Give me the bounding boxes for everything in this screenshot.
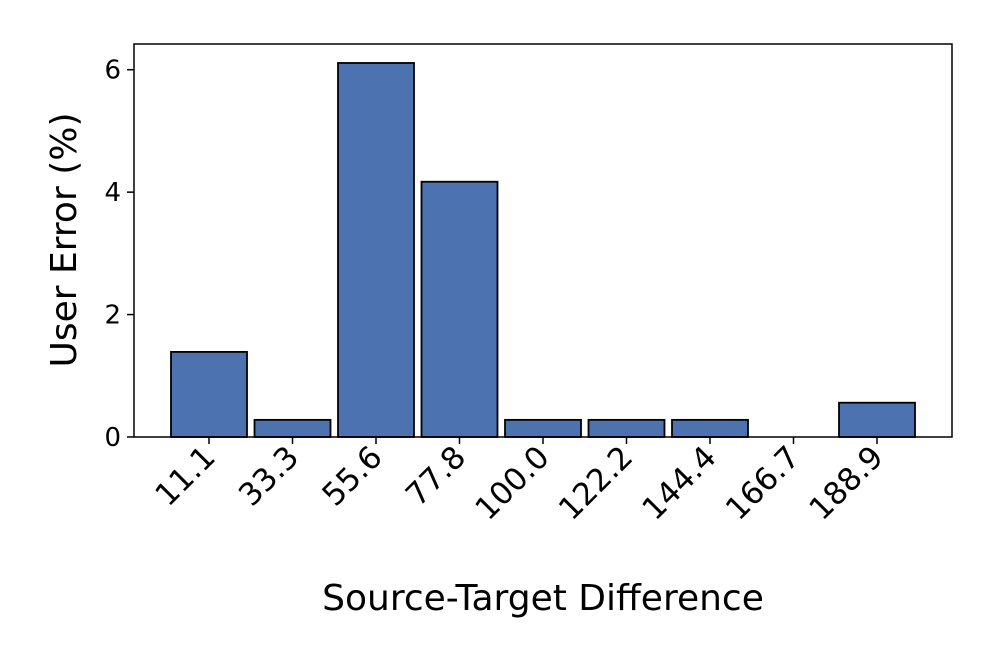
- x-tick-label: 33.3: [232, 439, 306, 513]
- y-tick-label: 4: [104, 178, 121, 208]
- x-tick-label: 144.4: [635, 439, 723, 527]
- bar: [587, 418, 666, 438]
- x-tick-label: 166.7: [719, 439, 807, 527]
- plot-frame: [133, 43, 953, 438]
- bar: [671, 418, 749, 438]
- bar: [420, 180, 499, 438]
- bar: [337, 62, 415, 438]
- x-tick-label: 55.6: [315, 439, 389, 513]
- y-tick-label: 2: [104, 301, 121, 331]
- bar: [170, 351, 248, 438]
- bar: [253, 418, 332, 438]
- x-tick-label: 100.0: [468, 439, 556, 527]
- y-tick-label: 6: [104, 56, 121, 86]
- x-tick-label: 77.8: [399, 439, 473, 513]
- x-tick-label: 122.2: [552, 439, 640, 527]
- y-axis-label: User Error (%): [44, 113, 85, 368]
- x-axis-label: Source-Target Difference: [322, 578, 764, 619]
- x-tick-label: 11.1: [148, 439, 222, 513]
- bar: [504, 418, 582, 438]
- bar: [838, 401, 916, 438]
- x-tick-label: 188.9: [802, 439, 890, 527]
- y-tick-label: 0: [104, 423, 121, 453]
